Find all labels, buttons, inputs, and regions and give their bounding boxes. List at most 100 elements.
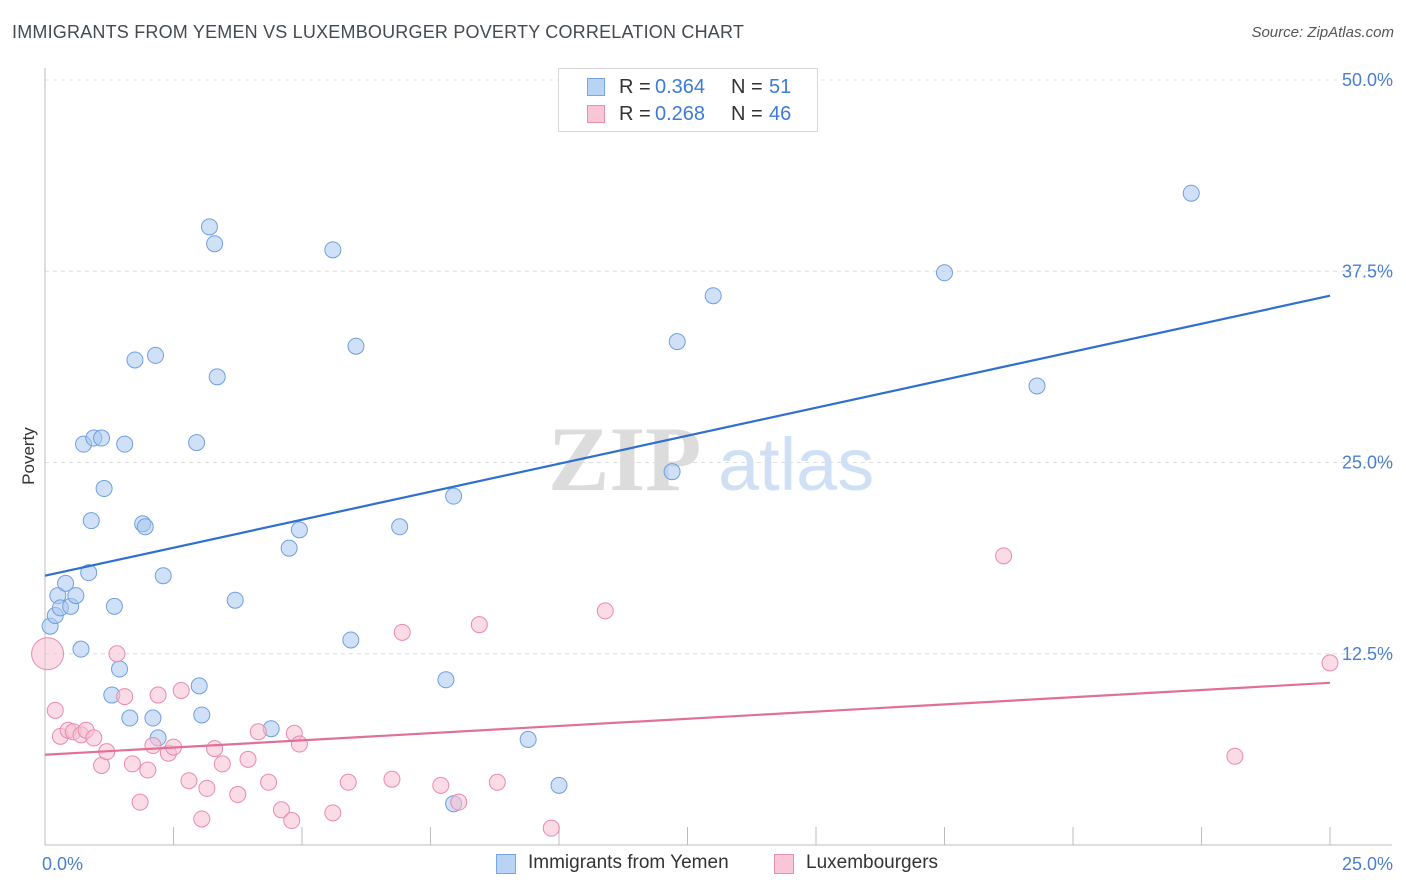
y-tick-label: 25.0%: [1342, 453, 1393, 473]
bottom-legend-label-yemen: Immigrants from Yemen: [528, 852, 729, 873]
data-point: [136, 518, 154, 536]
trend-line-luxembourgers: [44, 681, 1331, 756]
data-point: [668, 333, 686, 351]
y-tick-label: 12.5%: [1342, 644, 1393, 664]
axes: [44, 68, 1392, 846]
data-point: [67, 587, 85, 605]
data-point: [116, 435, 134, 453]
data-point: [542, 819, 560, 837]
data-point: [324, 241, 342, 259]
legend-row-yemen: R = 0.364 N = 51: [559, 74, 817, 100]
data-point: [280, 539, 298, 557]
data-point: [80, 564, 98, 582]
legend-n-value: 51: [769, 76, 792, 98]
data-point: [488, 773, 506, 791]
data-point: [450, 793, 468, 811]
data-point: [437, 671, 455, 689]
data-point: [193, 810, 211, 828]
data-point: [123, 755, 141, 773]
data-point: [95, 480, 113, 498]
data-point: [193, 706, 211, 724]
x-tick-label: 0.0%: [42, 854, 83, 874]
data-point: [283, 812, 301, 830]
data-point: [206, 740, 224, 758]
y-tick-label: 37.5%: [1342, 261, 1393, 281]
data-point: [149, 686, 167, 704]
axis-labels: 12.5% 25.0% 37.5% 50.0% 0.0% 25.0% Poverty: [19, 70, 1393, 874]
data-point: [111, 660, 129, 678]
x-tick-label: 25.0%: [1342, 854, 1393, 874]
data-point: [144, 709, 162, 727]
data-point: [290, 735, 308, 753]
data-point: [208, 368, 226, 386]
data-point: [31, 637, 65, 671]
data-point: [190, 677, 208, 695]
data-points: [31, 184, 1339, 837]
data-point: [131, 793, 149, 811]
data-point: [121, 709, 139, 727]
data-point: [147, 346, 165, 364]
data-point: [93, 429, 111, 447]
legend-n-label: N =: [731, 76, 763, 98]
data-point: [342, 631, 360, 649]
data-point: [249, 723, 267, 741]
series-luxembourgers-points: [31, 547, 1339, 837]
data-point: [200, 218, 218, 236]
y-axis-title: Poverty: [19, 427, 38, 485]
legend-r-label: R =: [619, 76, 651, 98]
data-point: [260, 773, 278, 791]
data-point: [272, 801, 290, 819]
bottom-legend-swatch-yemen: [496, 854, 516, 874]
data-point: [198, 779, 216, 797]
data-point: [391, 518, 409, 536]
data-point: [519, 730, 537, 748]
data-point: [1226, 747, 1244, 765]
data-point: [144, 737, 162, 755]
data-point: [596, 602, 614, 620]
data-point: [445, 487, 463, 505]
chart-title: IMMIGRANTS FROM YEMEN VS LUXEMBOURGER PO…: [12, 22, 745, 42]
legend-r-value: 0.268: [655, 103, 706, 125]
data-point: [1182, 184, 1200, 202]
legend-n-label: N =: [731, 103, 763, 125]
data-point: [82, 512, 100, 530]
data-point: [85, 729, 103, 747]
data-point: [432, 776, 450, 794]
data-point: [936, 264, 953, 282]
data-point: [188, 434, 206, 452]
data-point: [206, 235, 224, 253]
legend-r-label: R =: [619, 103, 651, 125]
watermark-zip: ZIP: [548, 408, 701, 510]
data-point: [46, 701, 64, 719]
legend-swatch-luxembourgers: [587, 105, 605, 123]
trend-lines: [44, 294, 1331, 756]
data-point: [347, 337, 365, 355]
watermark-atlas: atlas: [718, 423, 874, 506]
bottom-legend-label-luxembourgers: Luxembourgers: [806, 852, 939, 873]
legend-r-value: 0.364: [655, 76, 706, 98]
data-point: [180, 772, 198, 790]
data-point: [239, 750, 257, 768]
grid-lines: [45, 79, 1392, 655]
data-point: [108, 645, 126, 663]
data-point: [226, 591, 244, 609]
data-point: [105, 597, 123, 615]
source-label: Source: ZipAtlas.com: [1251, 24, 1394, 41]
data-point: [663, 463, 681, 481]
data-point: [116, 688, 134, 706]
data-point: [290, 521, 308, 539]
trend-line-yemen: [44, 294, 1331, 577]
data-point: [72, 640, 90, 658]
data-point: [139, 761, 157, 779]
data-point: [550, 776, 568, 794]
data-point: [229, 786, 247, 804]
correlation-legend: R = 0.364 N = 51 R = 0.268 N = 46: [558, 68, 818, 132]
data-point: [126, 351, 144, 369]
data-point: [154, 567, 172, 585]
data-point: [339, 773, 357, 791]
legend-row-luxembourgers: R = 0.268 N = 46: [559, 101, 817, 127]
data-point: [1321, 654, 1339, 672]
legend-swatch-yemen: [587, 78, 605, 96]
data-point: [324, 804, 342, 822]
